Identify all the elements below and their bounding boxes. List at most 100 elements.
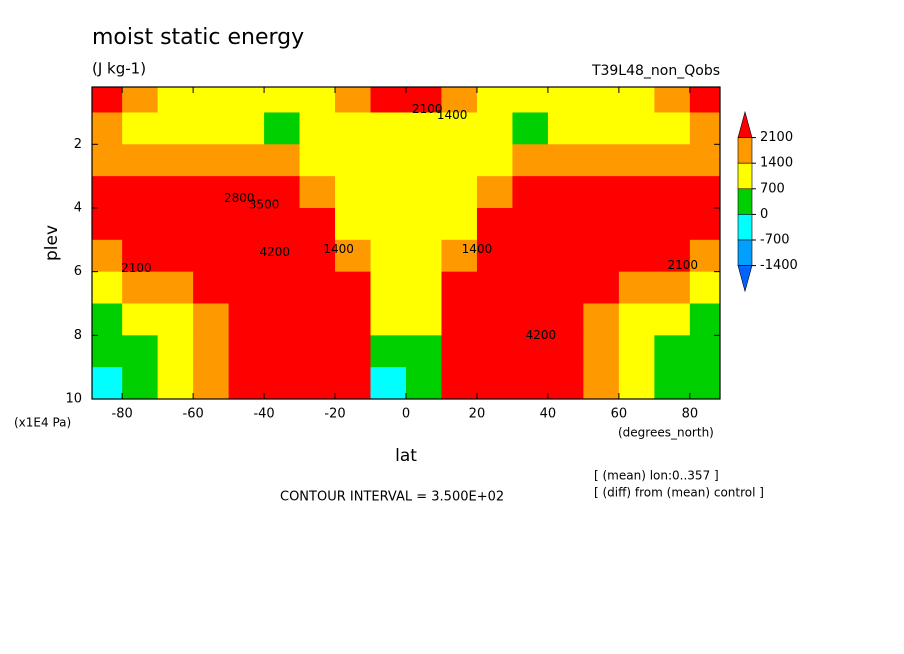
- field-cell: [193, 176, 230, 209]
- x-tick-label: 80: [682, 407, 699, 422]
- field-cell: [583, 87, 620, 113]
- field-cell: [157, 335, 194, 368]
- contour-label: 1400: [323, 242, 354, 256]
- field-cell: [193, 239, 230, 273]
- field-cell: [122, 239, 159, 273]
- field-cell: [441, 112, 478, 145]
- field-cell: [441, 144, 478, 177]
- field-cell: [92, 207, 123, 241]
- field-cell: [193, 367, 230, 400]
- chart-title: moist static energy: [92, 25, 304, 50]
- colorbar-label: -1400: [760, 258, 798, 273]
- field-cell: [547, 367, 584, 400]
- field-cell: [618, 303, 655, 336]
- field-cell: [654, 207, 691, 241]
- field-cell: [654, 303, 691, 336]
- field-cell: [370, 303, 407, 336]
- field-cell: [441, 367, 478, 400]
- field-cell: [547, 239, 584, 273]
- field-cell: [512, 144, 549, 177]
- x-tick-label: 0: [402, 407, 410, 422]
- field-cell: [228, 112, 265, 145]
- field-cell: [476, 239, 513, 273]
- field-cell: [264, 271, 301, 304]
- field-cell: [654, 239, 691, 273]
- field-cell: [228, 207, 265, 241]
- field-cell: [441, 87, 478, 113]
- field-cell: [583, 239, 620, 273]
- field-cell: [264, 367, 301, 400]
- colorbar-label: -700: [760, 233, 790, 248]
- contour-label: 2800: [224, 191, 255, 205]
- field-cell: [689, 144, 721, 177]
- x-tick-label: -60: [183, 407, 204, 422]
- y-tick-label: 6: [74, 264, 82, 279]
- field-cell: [441, 303, 478, 336]
- x-units: (degrees_north): [618, 426, 714, 440]
- y-tick-label: 8: [74, 328, 82, 343]
- field-cell: [228, 303, 265, 336]
- x-axis-label: lat: [395, 446, 417, 466]
- field-cell: [157, 144, 194, 177]
- field-cell: [512, 239, 549, 273]
- field-cell: [547, 176, 584, 209]
- field-cell: [618, 87, 655, 113]
- field-cell: [406, 207, 442, 241]
- field-cell: [689, 367, 721, 400]
- field-cell: [512, 303, 549, 336]
- field-cell: [335, 367, 372, 400]
- field-cell: [335, 87, 372, 113]
- field-cell: [299, 303, 336, 336]
- field-cell: [583, 303, 620, 336]
- field-cell: [583, 335, 620, 368]
- field-cell: [583, 112, 620, 145]
- field-cell: [299, 112, 336, 145]
- contour-label: 1400: [462, 242, 493, 256]
- field-cell: [335, 239, 372, 273]
- field-cell: [228, 335, 265, 368]
- field-cell: [476, 176, 513, 209]
- field-cell: [157, 176, 194, 209]
- field-cell: [406, 367, 442, 400]
- field-cell: [92, 367, 123, 400]
- units: (J kg-1): [92, 60, 146, 78]
- field-cell: [476, 367, 513, 400]
- field-cell: [654, 335, 691, 368]
- field-cell: [512, 271, 549, 304]
- field-cell: [618, 367, 655, 400]
- field-cell: [654, 367, 691, 400]
- field-cell: [512, 207, 549, 241]
- field-cell: [512, 87, 549, 113]
- field-cell: [335, 271, 372, 304]
- field-cell: [193, 144, 230, 177]
- field-cell: [92, 303, 123, 336]
- field-cell: [618, 176, 655, 209]
- field-cell: [92, 87, 123, 113]
- field-cell: [92, 239, 123, 273]
- x-tick-label: 20: [469, 407, 486, 422]
- field-cell: [92, 176, 123, 209]
- field-cell: [583, 207, 620, 241]
- field-cell: [264, 144, 301, 177]
- field-cell: [654, 176, 691, 209]
- field-cell: [157, 303, 194, 336]
- field-cell: [618, 112, 655, 145]
- field-cell: [299, 239, 336, 273]
- colorbar-segment: [737, 239, 753, 266]
- field-cell: [122, 112, 159, 145]
- field-cell: [512, 176, 549, 209]
- note: [ (mean) lon:0..357 ]: [594, 469, 719, 483]
- field-cell: [370, 367, 407, 400]
- contour-label: 2100: [121, 261, 152, 275]
- field-cell: [618, 239, 655, 273]
- field-cell: [476, 87, 513, 113]
- field-cell: [335, 112, 372, 145]
- field-cell: [406, 87, 442, 113]
- field-cell: [512, 367, 549, 400]
- field-cell: [583, 144, 620, 177]
- field-cell: [299, 207, 336, 241]
- field-cell: [618, 144, 655, 177]
- field-cell: [406, 303, 442, 336]
- field-cell: [193, 87, 230, 113]
